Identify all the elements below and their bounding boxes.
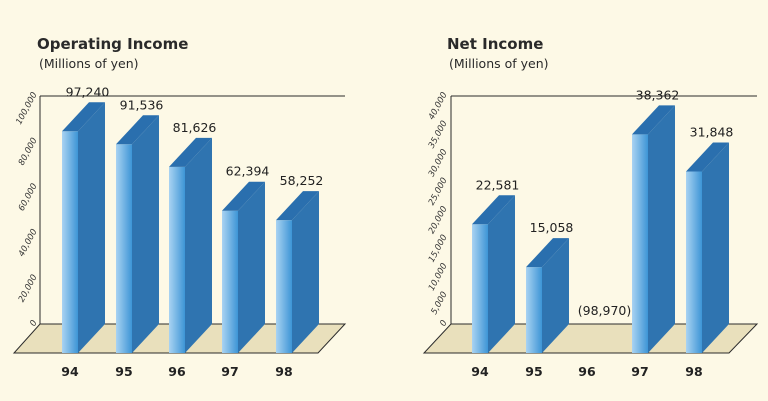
bar-front: [116, 144, 132, 353]
chart-title: Operating Income: [37, 35, 188, 53]
category-label: 94: [471, 364, 489, 379]
bar-96: [169, 137, 212, 353]
bar-98: [276, 191, 319, 353]
bar-top: [276, 191, 319, 221]
bar-97: [222, 181, 265, 353]
category-label: 95: [115, 364, 132, 379]
bar-side: [292, 191, 319, 353]
bar-94: [62, 102, 105, 353]
y-tick-label: 40,000: [427, 91, 450, 122]
bar-side: [238, 181, 265, 353]
bar-front: [472, 224, 488, 353]
y-tick-label: 5,000: [429, 290, 449, 316]
bar-top: [472, 195, 515, 225]
bar-front: [222, 210, 238, 353]
bar-95: [526, 238, 569, 353]
bar-side: [132, 115, 159, 354]
y-tick-label: 20,000: [427, 205, 450, 236]
data-label: 91,536: [120, 97, 164, 112]
chart-title: Net Income: [447, 35, 543, 53]
bar-side: [78, 102, 105, 353]
y-tick-label: 0: [28, 319, 39, 328]
data-label: (98,970): [578, 303, 632, 318]
y-tick-label: 35,000: [427, 119, 450, 150]
category-label: 98: [685, 364, 702, 379]
category-label: 96: [578, 364, 596, 379]
y-tick-label: 10,000: [427, 262, 450, 293]
bar-top: [222, 181, 265, 211]
y-tick-label: 0: [438, 319, 449, 328]
bar-front: [632, 134, 648, 353]
y-tick-label: 80,000: [17, 136, 40, 167]
bar-top: [116, 115, 159, 145]
bar-top: [62, 102, 105, 132]
category-label: 94: [61, 364, 79, 379]
bar-top: [686, 142, 729, 172]
bar-top: [526, 238, 569, 268]
bar-front: [62, 131, 78, 353]
data-label: 62,394: [226, 164, 270, 179]
bar-front: [526, 267, 542, 353]
y-tick-label: 60,000: [17, 182, 40, 213]
category-label: 97: [221, 364, 238, 379]
data-label: 38,362: [636, 87, 680, 102]
data-label: 97,240: [66, 84, 110, 99]
category-label: 98: [275, 364, 292, 379]
y-tick-label: 15,000: [427, 233, 450, 264]
category-label: 97: [631, 364, 648, 379]
chart-panel-1: Operating Income (Millions of yen) 0 20,000…: [12, 35, 347, 379]
bar-97: [632, 105, 675, 353]
data-label: 81,626: [173, 120, 217, 135]
bar-top: [632, 105, 675, 135]
bar-side: [488, 195, 515, 353]
category-label: 95: [525, 364, 542, 379]
y-tick-label: 30,000: [427, 148, 450, 179]
bar-side: [185, 137, 212, 353]
bar-94: [472, 195, 515, 353]
chart-subtitle: (Millions of yen): [449, 56, 549, 71]
data-label: 31,848: [690, 124, 734, 139]
category-label: 96: [168, 364, 186, 379]
chart-subtitle: (Millions of yen): [39, 56, 139, 71]
bar-front: [276, 220, 292, 353]
bar-95: [116, 115, 159, 354]
bar-98: [686, 142, 729, 353]
data-label: 22,581: [476, 177, 520, 192]
data-label: 58,252: [280, 173, 324, 188]
bar-front: [169, 166, 185, 353]
y-tick-label: 20,000: [17, 273, 40, 304]
chart-panel-2: Net Income(Millions of yen)05,00010,0001…: [422, 35, 759, 379]
y-tick-label: 40,000: [17, 228, 40, 259]
bar-side: [542, 238, 569, 353]
y-tick-label: 100,000: [14, 91, 39, 127]
bar-side: [648, 105, 675, 353]
bar-side: [702, 142, 729, 353]
bar-front: [686, 171, 702, 353]
y-tick-label: 25,000: [427, 176, 450, 207]
data-label: 15,058: [530, 220, 574, 235]
bar-top: [169, 137, 212, 167]
